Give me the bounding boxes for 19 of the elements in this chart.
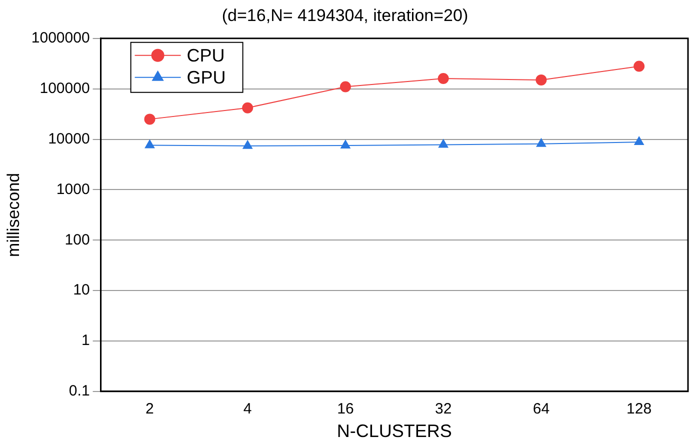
y-tick-label: 100 <box>64 231 90 248</box>
x-tick-label: 64 <box>532 400 550 418</box>
x-tick-label: 128 <box>626 400 652 418</box>
x-tick-label: 32 <box>434 400 452 418</box>
y-tick-label: 100000 <box>40 80 90 97</box>
legend-label: CPU <box>186 45 225 66</box>
y-tick-label: 1000 <box>56 180 90 198</box>
y-axis-title: millisecond <box>4 172 23 257</box>
chart-title: (d=16,N= 4194304, iteration=20) <box>222 6 468 25</box>
x-tick-label: 4 <box>243 400 252 418</box>
y-tick-label: 0.1 <box>68 382 90 400</box>
y-tick-label: 10000 <box>48 130 90 148</box>
x-tick-label: 2 <box>146 400 154 418</box>
x-axis-title: N-CLUSTERS <box>336 421 452 442</box>
y-tick-label: 1 <box>81 332 90 350</box>
y-tick-label: 1000000 <box>31 30 90 47</box>
legend-label: GPU <box>186 67 226 88</box>
x-tick-label: 16 <box>337 400 354 418</box>
y-tick-label: 10 <box>73 282 90 299</box>
